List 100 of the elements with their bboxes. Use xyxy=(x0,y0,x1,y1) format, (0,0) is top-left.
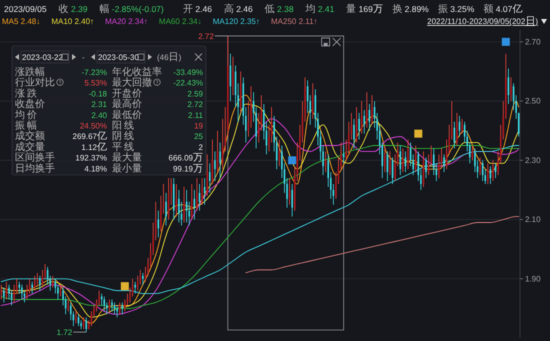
annotation: -33.49% xyxy=(173,68,203,77)
candlestick xyxy=(363,110,366,134)
candlestick xyxy=(108,299,110,312)
y-tick-label: 2.30 xyxy=(525,156,542,165)
text: 高 2.46 xyxy=(224,3,254,15)
annotation: 阴 线 xyxy=(112,130,134,142)
annotation: 最大回撤 xyxy=(112,76,152,89)
y-tick-label: 1.90 xyxy=(525,274,542,284)
candlestick xyxy=(34,275,36,292)
candlestick xyxy=(82,316,84,330)
text: 量 169万 xyxy=(346,4,383,15)
candlestick xyxy=(201,178,203,206)
candlestick xyxy=(492,160,494,182)
candlestick xyxy=(288,178,290,206)
candlestick xyxy=(404,151,406,173)
annotation: 最大量 xyxy=(112,152,142,164)
candlestick xyxy=(454,121,456,149)
annotation: 振 幅 xyxy=(15,120,38,132)
annotation: 25 xyxy=(194,132,204,142)
annotation: 4.18% xyxy=(84,164,107,174)
candlestick xyxy=(353,118,355,149)
text: 低 2.38 xyxy=(264,4,294,15)
candlestick xyxy=(232,56,234,96)
candlestick xyxy=(116,305,118,318)
candlestick xyxy=(198,184,200,212)
candlestick xyxy=(342,145,344,164)
candlestick xyxy=(461,118,463,134)
annotation: 192.37% xyxy=(75,154,107,163)
candlestick xyxy=(103,296,106,312)
annotation: 均 价 xyxy=(14,108,38,121)
candlestick xyxy=(458,115,460,138)
line-series xyxy=(245,216,520,274)
text: MA10 2.40↑ xyxy=(51,17,94,26)
annotation: 2023-03-22 xyxy=(22,53,64,62)
annotation: 年化收益率 xyxy=(112,66,162,78)
candlestick xyxy=(206,154,208,196)
annotation: 1.12亿 xyxy=(81,142,107,153)
text: MA250 2.11↑ xyxy=(271,17,318,26)
candlestick xyxy=(312,82,314,120)
candlestick xyxy=(425,156,427,178)
annotation: 开盘价 xyxy=(112,87,142,100)
annotation: (46日) xyxy=(157,52,182,63)
candlestick xyxy=(78,314,80,327)
candlestick xyxy=(31,281,34,294)
annotation: 2023-05-30 xyxy=(98,53,140,62)
candlestick xyxy=(60,284,62,297)
candlestick xyxy=(208,162,211,194)
annotation: 2.72 xyxy=(198,32,214,41)
candlestick xyxy=(204,178,206,206)
y-tick-label: 2.70 xyxy=(525,37,542,46)
candlestick xyxy=(389,151,391,176)
candlestick xyxy=(386,151,388,182)
text: 额 4.07亿 xyxy=(483,3,522,15)
candlestick xyxy=(6,281,8,300)
annotation: 收盘价 xyxy=(15,98,45,110)
annotation: 2.11 xyxy=(188,110,204,120)
candlestick xyxy=(157,210,160,238)
candlestick xyxy=(456,112,458,146)
text: 开 2.46 xyxy=(183,4,212,15)
candlestick xyxy=(3,287,5,303)
candlestick xyxy=(510,76,512,102)
candlestick xyxy=(52,275,54,288)
y-tick-label: 2.50 xyxy=(525,96,542,106)
candlestick xyxy=(183,186,185,223)
text: 2023/09/05 xyxy=(4,4,47,14)
candlestick xyxy=(121,302,124,315)
candlestick xyxy=(486,162,489,184)
annotation: 666.09万 xyxy=(168,152,203,164)
text: 2022/11/10-2023/09/05(202日) xyxy=(427,16,538,27)
text: 均 2.41 xyxy=(304,3,335,15)
candlestick xyxy=(278,139,280,167)
candlestick xyxy=(371,94,373,126)
text: 收 2.39 xyxy=(58,4,88,15)
annotation: - xyxy=(82,53,85,62)
annotation: 成交量 xyxy=(15,140,45,153)
text: MA20 2.34↑ xyxy=(105,17,148,26)
candlestick xyxy=(508,68,510,104)
candlestick xyxy=(366,92,368,128)
candlestick xyxy=(368,104,370,132)
annotation: 行业对比 xyxy=(15,76,55,89)
annotation: 成交额 xyxy=(15,130,45,142)
annotation: 平 线 xyxy=(112,140,134,153)
annotation: 最高价 xyxy=(112,98,142,110)
annotation: 19 xyxy=(194,122,204,130)
candlestick xyxy=(407,139,409,170)
candlestick xyxy=(219,142,221,178)
annotation: 1.72 xyxy=(56,328,73,338)
candlestick xyxy=(490,166,492,184)
annotation: 2.31 xyxy=(91,100,108,110)
text: MA5 2.48↓ xyxy=(2,17,40,26)
annotation: 2 xyxy=(198,142,204,152)
candlestick xyxy=(230,53,232,102)
annotation: 涨 跌 xyxy=(15,87,38,100)
candlestick xyxy=(118,302,121,315)
candlestick xyxy=(0,284,2,300)
annotation: -22.43% xyxy=(173,78,203,88)
annotation: -0.18 xyxy=(88,89,108,98)
annotation: 最低价 xyxy=(112,108,142,121)
candlestick xyxy=(75,310,77,324)
candlestick xyxy=(67,299,70,312)
